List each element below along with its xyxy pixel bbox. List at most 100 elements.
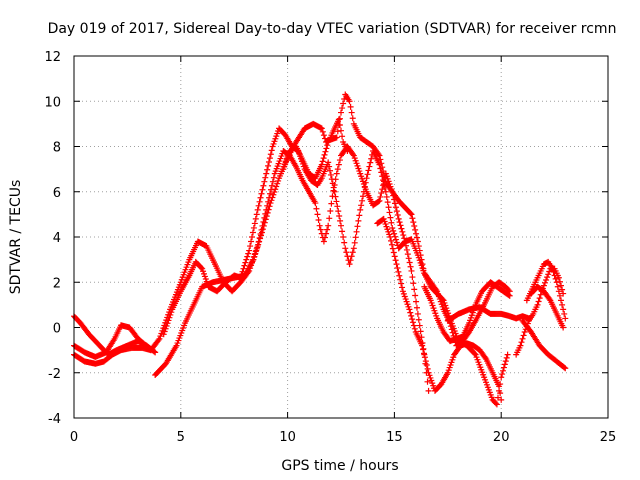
data-point [410,322,417,329]
data-point [336,122,343,129]
data-point [410,280,417,287]
data-point [314,211,321,218]
data-point [396,219,403,226]
data-point [558,282,565,289]
series-track-3 [71,322,152,360]
data-point [269,178,276,185]
data-point [559,286,566,293]
data-point [164,320,171,327]
data-point [409,316,416,323]
data-point [321,234,328,241]
x-tick-label: 10 [279,430,296,445]
data-point [335,161,342,168]
data-point [348,109,355,116]
data-point [551,272,558,279]
data-point [251,253,258,260]
data-point [386,209,393,216]
data-point [268,197,275,204]
data-point [347,103,354,110]
data-point [254,206,261,213]
data-point [407,210,414,217]
y-axis-label: SDTVAR / TECUs [8,180,24,295]
data-point [340,100,347,107]
data-point [253,247,260,254]
data-point [383,193,390,200]
data-point [360,188,367,195]
series-track-12 [523,258,569,322]
data-point [335,208,342,215]
data-point [240,265,247,272]
data-point [414,238,421,245]
data-point [353,228,360,235]
data-point [517,342,524,349]
data-point [330,184,337,191]
data-point [393,239,400,246]
data-point [274,180,281,187]
data-point [381,180,388,187]
data-point [155,337,162,344]
data-point [518,339,525,346]
data-point [320,155,327,162]
data-point [262,216,269,223]
x-tick-label: 5 [177,430,185,445]
data-point [337,217,344,224]
data-point [424,365,431,372]
data-point [333,170,340,177]
data-point [258,229,265,236]
data-point [160,331,167,338]
y-tick-label: -4 [48,412,61,427]
data-point [157,333,164,340]
data-point [152,349,159,356]
data-point [424,378,431,385]
data-point [258,232,265,239]
x-tick-labels: 0 5 10 15 20 25 [70,430,616,445]
data-point [379,186,386,193]
data-point [393,261,400,268]
data-point [387,214,394,221]
x-tick-label: 20 [493,430,510,445]
data-point [271,189,278,196]
data-point [325,159,332,166]
data-point [338,109,344,116]
data-point [392,200,399,207]
data-point [339,133,346,140]
data-point [389,245,396,252]
data-point [550,269,557,276]
data-point [420,346,427,353]
data-point [560,290,567,297]
data-point [421,354,428,361]
data-point [352,234,359,241]
y-tick-label: 0 [53,322,61,337]
axis-ticks [73,55,609,419]
data-point [243,256,250,263]
data-point [336,157,343,164]
data-point [263,213,270,220]
data-point [536,295,543,302]
y-tick-label: 10 [44,95,61,110]
data-point [333,134,340,141]
data-point [376,197,383,204]
y-tick-label: 4 [53,231,61,246]
data-point [398,225,405,232]
series-track-5 [152,91,511,408]
data-point [408,267,415,274]
data-point [250,256,257,263]
data-point [537,291,544,298]
data-point [252,250,259,257]
data-point [273,183,280,190]
data-point [448,326,455,333]
data-point [496,383,503,390]
data-point [368,155,375,162]
data-point [391,253,398,260]
data-point [471,350,478,357]
data-point [499,371,506,378]
data-point [332,193,339,200]
data-point [377,165,384,172]
data-point [239,268,246,275]
data-point [382,188,389,195]
data-point [420,350,427,357]
data-point [268,147,275,154]
data-point [415,316,422,323]
x-tick-label: 0 [70,430,78,445]
data-point [257,235,264,242]
